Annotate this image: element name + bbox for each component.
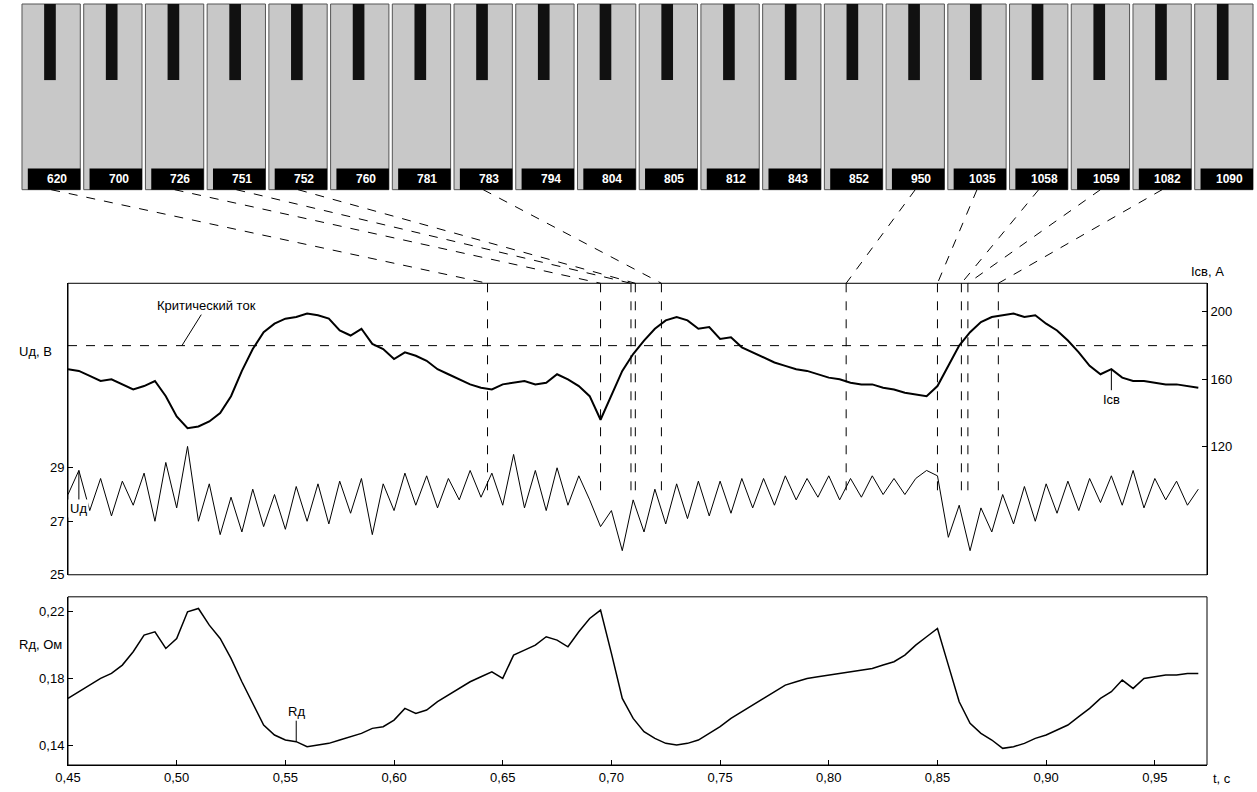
svg-text:805: 805 — [664, 172, 684, 186]
svg-text:160: 160 — [1211, 372, 1233, 387]
svg-text:0,55: 0,55 — [273, 770, 298, 785]
svg-text:0,80: 0,80 — [816, 770, 841, 785]
svg-text:0,22: 0,22 — [39, 604, 64, 619]
svg-text:Iсв: Iсв — [1103, 392, 1120, 407]
svg-text:t, с: t, с — [1213, 771, 1231, 786]
svg-text:852: 852 — [849, 172, 869, 186]
svg-text:0,18: 0,18 — [39, 671, 64, 686]
svg-text:752: 752 — [294, 172, 314, 186]
svg-text:812: 812 — [726, 172, 746, 186]
svg-text:27: 27 — [50, 514, 64, 529]
svg-text:0,75: 0,75 — [707, 770, 732, 785]
svg-text:200: 200 — [1211, 304, 1233, 319]
svg-text:1058: 1058 — [1031, 172, 1058, 186]
svg-text:1082: 1082 — [1154, 172, 1181, 186]
svg-text:Критический ток: Критический ток — [157, 298, 256, 313]
svg-text:0,50: 0,50 — [164, 770, 189, 785]
svg-text:1059: 1059 — [1093, 172, 1120, 186]
svg-text:950: 950 — [911, 172, 931, 186]
svg-text:804: 804 — [602, 172, 622, 186]
svg-text:760: 760 — [356, 172, 376, 186]
svg-text:Rд, Ом: Rд, Ом — [19, 637, 62, 652]
svg-text:0,14: 0,14 — [39, 738, 64, 753]
svg-text:0,90: 0,90 — [1033, 770, 1058, 785]
svg-text:783: 783 — [479, 172, 499, 186]
svg-text:1035: 1035 — [969, 172, 996, 186]
svg-text:843: 843 — [788, 172, 808, 186]
svg-text:620: 620 — [47, 172, 67, 186]
svg-text:120: 120 — [1211, 439, 1233, 454]
svg-text:Rд: Rд — [288, 704, 305, 719]
svg-text:0,60: 0,60 — [381, 770, 406, 785]
svg-text:700: 700 — [109, 172, 129, 186]
svg-text:1090: 1090 — [1216, 172, 1243, 186]
svg-text:Iсв, А: Iсв, А — [1191, 264, 1224, 279]
svg-text:0,70: 0,70 — [599, 770, 624, 785]
svg-text:25: 25 — [50, 567, 64, 582]
svg-text:781: 781 — [417, 172, 437, 186]
svg-text:Uд: Uд — [70, 501, 87, 516]
svg-text:0,65: 0,65 — [490, 770, 515, 785]
svg-text:726: 726 — [170, 172, 190, 186]
svg-text:0,45: 0,45 — [55, 770, 80, 785]
svg-text:0,85: 0,85 — [925, 770, 950, 785]
svg-text:751: 751 — [232, 172, 252, 186]
svg-text:0,95: 0,95 — [1142, 770, 1167, 785]
svg-text:794: 794 — [541, 172, 561, 186]
svg-text:29: 29 — [50, 460, 64, 475]
svg-text:Uд, В: Uд, В — [19, 344, 52, 359]
